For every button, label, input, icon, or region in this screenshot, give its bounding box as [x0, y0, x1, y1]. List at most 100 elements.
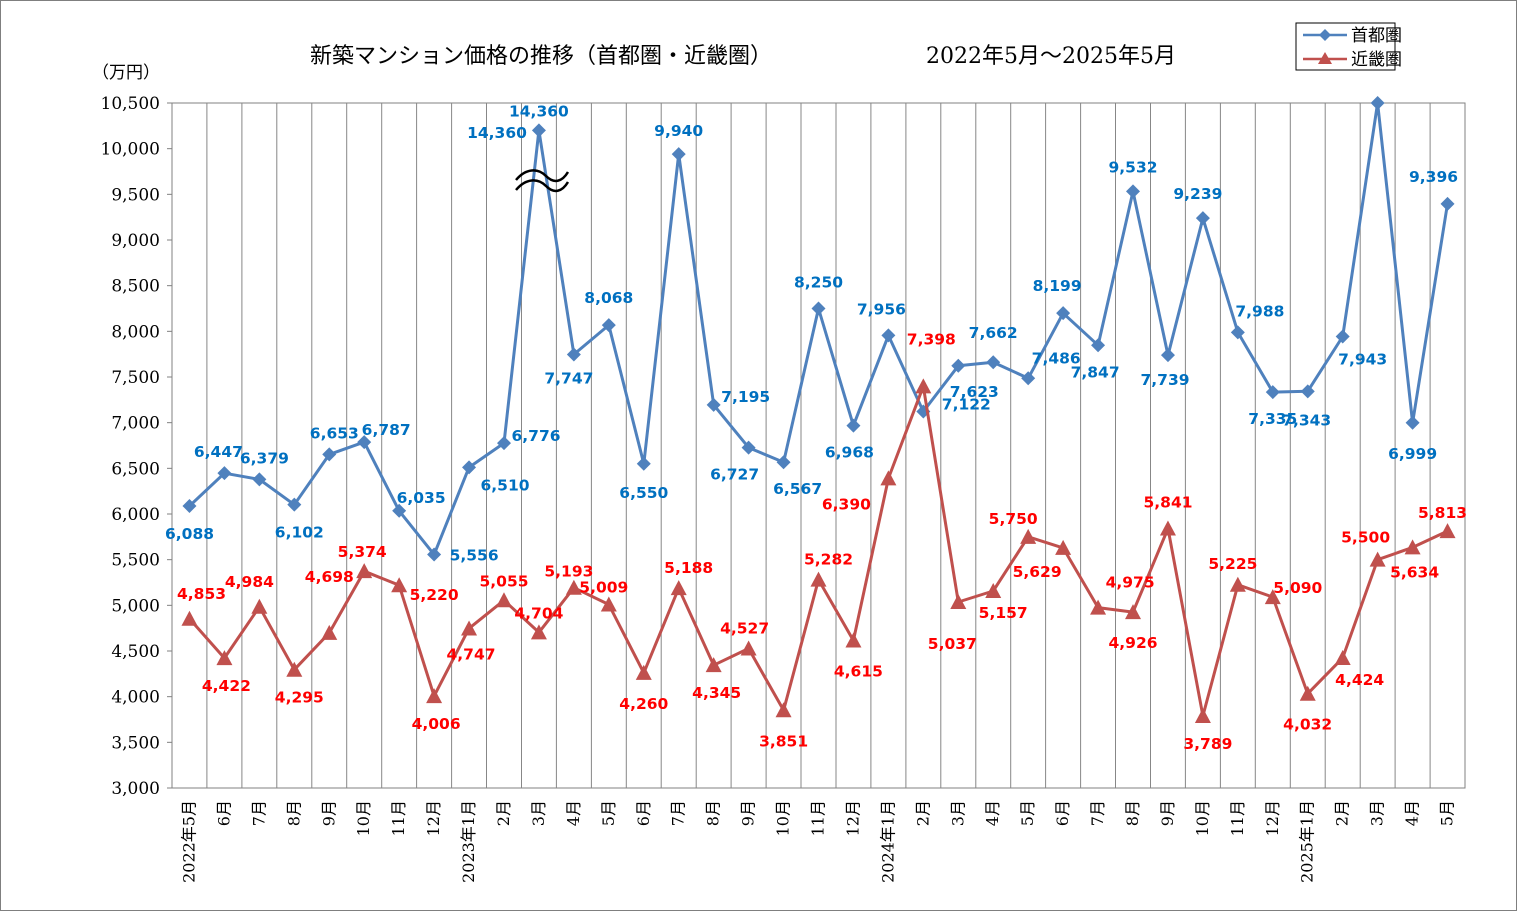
data-label-tokyo: 7,988: [1235, 302, 1284, 320]
x-tick-label: 2023年1月: [459, 800, 478, 883]
data-point-tokyo: [1440, 196, 1455, 211]
data-point-kinki: [565, 579, 582, 595]
y-tick-label: 8,500: [111, 277, 160, 297]
legend-marker-diamond: [1319, 29, 1331, 41]
vertical-gridlines: [206, 103, 1431, 788]
data-point-kinki: [321, 624, 338, 640]
legend-label-tokyo: 首都圏: [1351, 26, 1402, 46]
data-point-kinki: [775, 702, 792, 718]
y-tick-label: 8,000: [111, 322, 160, 342]
y-tick-label: 5,500: [111, 551, 160, 571]
data-label-kinki: 4,345: [692, 684, 741, 702]
data-label-tokyo-2023-03: 14,360: [467, 124, 527, 142]
data-label-tokyo: 9,239: [1173, 185, 1222, 203]
y-axis-unit: （万円）: [92, 63, 160, 83]
data-label-kinki: 5,193: [544, 563, 593, 581]
x-tick-label: 7月: [1088, 800, 1107, 826]
data-label-kinki: 5,750: [989, 510, 1038, 528]
data-point-tokyo: [1405, 415, 1420, 430]
data-label-kinki: 5,037: [928, 635, 977, 653]
legend-label-kinki: 近畿圏: [1351, 50, 1402, 70]
x-tick-label: 7月: [249, 800, 268, 826]
data-label-kinki: 4,006: [412, 715, 461, 733]
x-tick-label: 5月: [1018, 800, 1037, 826]
data-point-tokyo: [1056, 306, 1071, 321]
data-point-kinki: [1264, 589, 1281, 605]
data-point-tokyo: [1126, 184, 1141, 199]
data-point-tokyo: [706, 397, 721, 412]
data-point-kinki: [1159, 520, 1176, 536]
data-label-kinki: 4,698: [305, 568, 354, 586]
data-point-kinki: [740, 640, 757, 656]
x-tick-label: 2025年1月: [1298, 800, 1317, 883]
data-label-kinki: 4,527: [720, 620, 769, 638]
x-tick-label: 10月: [1193, 800, 1212, 836]
data-point-kinki: [1055, 539, 1072, 555]
data-label-kinki: 5,629: [1013, 563, 1062, 581]
y-tick-label: 7,000: [111, 414, 160, 434]
data-point-tokyo: [392, 503, 407, 518]
data-point-kinki: [426, 688, 443, 704]
data-point-tokyo: [846, 418, 861, 433]
data-point-kinki: [1299, 685, 1316, 701]
data-label-kinki: 5,090: [1273, 579, 1322, 597]
data-label-kinki: 5,500: [1341, 529, 1390, 547]
data-label-kinki: 5,220: [410, 586, 459, 604]
x-tick-label: 4月: [564, 800, 583, 826]
data-label-tokyo: 9,940: [654, 122, 703, 140]
data-label-tokyo: 9,532: [1108, 158, 1157, 176]
y-tick-label: 4,500: [111, 642, 160, 662]
data-label-kinki: 4,615: [834, 663, 883, 681]
data-label-tokyo: 6,787: [362, 421, 411, 439]
data-point-kinki: [1090, 599, 1107, 615]
x-tick-label: 8月: [704, 800, 723, 826]
x-tick-label: 2月: [494, 800, 513, 826]
data-point-kinki: [1334, 649, 1351, 665]
data-label-tokyo: 14,360: [509, 102, 569, 120]
data-point-tokyo: [951, 358, 966, 373]
x-tick-label: 5月: [1438, 800, 1457, 826]
x-tick-label: 4月: [1403, 800, 1422, 826]
y-tick-label: 6,000: [111, 505, 160, 525]
data-label-kinki: 4,853: [177, 585, 226, 603]
data-label-kinki: 4,747: [446, 645, 495, 663]
x-tick-label: 2月: [913, 800, 932, 826]
data-point-kinki: [1369, 551, 1386, 567]
data-label-tokyo: 6,379: [240, 449, 289, 467]
data-point-tokyo: [357, 435, 372, 450]
data-label-kinki: 4,424: [1335, 671, 1384, 689]
x-tick-label: 3月: [948, 800, 967, 826]
data-label-kinki: 5,157: [979, 604, 1028, 622]
data-label-kinki: 5,225: [1208, 555, 1257, 573]
data-label-tokyo: 6,727: [710, 466, 759, 484]
x-tick-label: 9月: [319, 800, 338, 826]
data-label-tokyo: 6,510: [480, 476, 529, 494]
data-label-kinki: 4,295: [275, 689, 324, 707]
data-point-tokyo: [986, 355, 1001, 370]
data-point-kinki: [845, 632, 862, 648]
data-point-kinki: [391, 577, 408, 593]
legend-box: [1295, 22, 1396, 71]
data-label-kinki: 4,975: [1106, 574, 1155, 592]
data-point-kinki: [461, 620, 478, 636]
data-label-tokyo: 5,556: [450, 547, 499, 565]
x-tick-label: 2022年5月: [179, 800, 198, 883]
data-label-kinki: 4,926: [1108, 634, 1157, 652]
y-axis-ticks: 3,000 3,500 4,000 4,500 5,000 5,500 6,000 6,500…: [101, 94, 172, 799]
data-label-tokyo: 7,943: [1338, 351, 1387, 369]
data-point-kinki: [251, 598, 268, 614]
x-tick-label: 10月: [774, 800, 793, 836]
data-label-tokyo: 6,447: [194, 443, 243, 461]
x-tick-label: 12月: [424, 800, 443, 836]
data-point-tokyo: [741, 440, 756, 455]
data-point-tokyo: [636, 456, 651, 471]
data-label-kinki: 6,390: [822, 495, 871, 513]
data-point-tokyo: [496, 436, 511, 451]
data-label-kinki: 4,422: [202, 677, 251, 695]
data-label-tokyo: 7,486: [1032, 349, 1081, 367]
data-point-tokyo: [1370, 96, 1385, 110]
chart-title: 新築マンション価格の推移（首都圏・近畿圏）: [310, 44, 772, 69]
data-point-kinki: [286, 661, 303, 677]
